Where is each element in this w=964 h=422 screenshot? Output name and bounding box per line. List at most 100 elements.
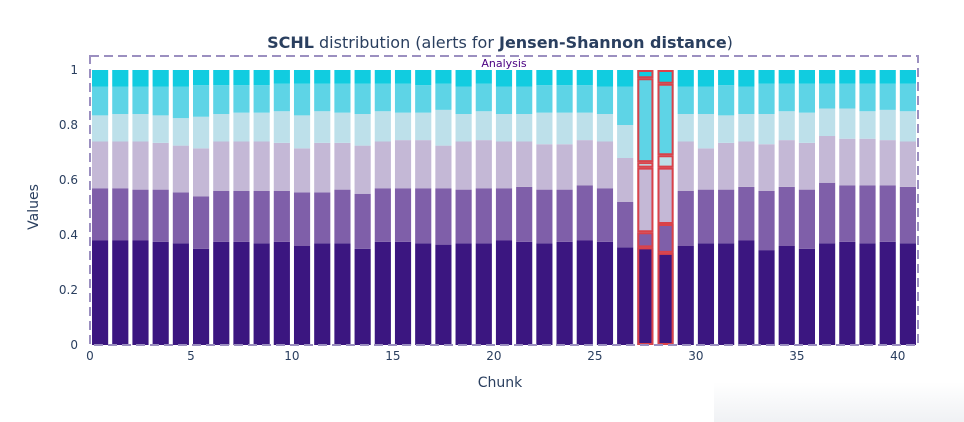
y-axis-title: Values xyxy=(26,184,42,230)
bar-chunk-14-s2 xyxy=(374,188,391,242)
bar-chunk-26-s4 xyxy=(617,125,634,158)
bar-chunk-12-s5 xyxy=(334,83,351,113)
bar-chunk-21-s5 xyxy=(516,86,533,114)
bar-chunk-28-s5 xyxy=(657,83,674,156)
bar-chunk-3-s2 xyxy=(152,189,169,242)
bar-chunk-31-s5 xyxy=(718,85,735,116)
alert-outline-chunk-28-s1 xyxy=(657,252,674,345)
bar-chunk-23-s1 xyxy=(556,241,573,345)
bar-chunk-26-s5 xyxy=(617,86,634,125)
bar-chunk-14-s1 xyxy=(374,241,391,345)
bar-chunk-16-s3 xyxy=(415,140,432,189)
bar-chunk-39-s6 xyxy=(879,70,896,84)
bar-chunk-11-s5 xyxy=(314,83,331,112)
bar-chunk-9-s6 xyxy=(273,70,290,84)
bar-chunk-20-s3 xyxy=(495,141,513,189)
chart-title: SCHL distribution (alerts for Jensen-Sha… xyxy=(267,33,733,52)
bar-chunk-27-s5 xyxy=(637,78,654,163)
bar-chunk-18-s5 xyxy=(455,86,472,114)
bar-chunk-2-s6 xyxy=(132,70,149,87)
bar-chunk-6-s4 xyxy=(213,114,230,142)
bar-chunk-35-s2 xyxy=(798,189,816,249)
bar-chunk-18-s6 xyxy=(455,70,472,87)
bar-chunk-19-s2 xyxy=(475,188,492,244)
y-tick-label: 1 xyxy=(70,63,78,77)
bar-chunk-25-s4 xyxy=(596,114,614,142)
bar-chunk-38-s1 xyxy=(859,243,876,345)
bar-chunk-20-s2 xyxy=(495,188,513,241)
bar-chunk-33-s4 xyxy=(758,114,775,145)
bar-chunk-26-s3 xyxy=(617,158,634,202)
bar-chunk-4-s2 xyxy=(172,192,189,244)
bar-chunk-32-s5 xyxy=(738,86,755,114)
bar-chunk-36-s2 xyxy=(819,182,836,244)
bar-chunk-32-s6 xyxy=(738,70,755,87)
x-tick-label: 5 xyxy=(187,349,195,363)
bar-chunk-32-s1 xyxy=(738,240,755,345)
bar-chunk-34-s3 xyxy=(778,140,795,187)
bar-chunk-7-s5 xyxy=(233,85,250,113)
bar-chunk-27-s2 xyxy=(637,232,654,248)
bar-chunk-38-s5 xyxy=(859,83,876,112)
bar-chunk-39-s3 xyxy=(879,140,896,186)
bar-chunk-12-s4 xyxy=(334,112,351,143)
bar-chunk-27-s6 xyxy=(637,70,654,79)
bar-chunk-40-s3 xyxy=(899,141,916,187)
bar-chunk-35-s4 xyxy=(798,112,816,143)
bar-chunk-21-s1 xyxy=(516,241,533,345)
bar-chunk-29-s4 xyxy=(677,114,694,142)
x-axis-ticks: 0 5 10 15 20 25 30 35 40 xyxy=(86,349,905,363)
bar-chunk-9-s3 xyxy=(273,142,290,191)
bar-chunk-7-s1 xyxy=(233,241,250,345)
y-tick-label: 0.6 xyxy=(59,173,78,187)
x-tick-label: 20 xyxy=(486,349,501,363)
bar-chunk-25-s1 xyxy=(596,241,614,345)
bar-chunk-22-s1 xyxy=(536,243,553,345)
alert-highlights xyxy=(637,70,674,345)
bar-chunk-21-s4 xyxy=(516,114,533,142)
bar-chunk-28-s1 xyxy=(657,252,674,345)
bar-chunk-28-s2 xyxy=(657,224,674,253)
bar-chunk-5-s2 xyxy=(192,196,210,249)
bar-chunk-37-s5 xyxy=(839,83,856,109)
bar-chunk-12-s1 xyxy=(334,243,351,345)
x-tick-label: 10 xyxy=(284,349,299,363)
bar-chunk-10-s5 xyxy=(293,83,311,116)
bar-chunk-26-s6 xyxy=(617,70,634,87)
bar-chunk-34-s1 xyxy=(778,246,795,345)
bar-chunk-34-s4 xyxy=(778,111,795,141)
bar-chunk-2-s5 xyxy=(132,86,149,114)
bar-chunk-12-s3 xyxy=(334,142,351,190)
x-axis-title: Chunk xyxy=(478,375,523,391)
title-mid: distribution (alerts for xyxy=(314,33,499,52)
bar-chunk-2-s4 xyxy=(132,114,149,142)
bar-chunk-30-s4 xyxy=(697,114,715,149)
bar-chunk-35-s6 xyxy=(798,70,816,84)
bar-chunk-6-s1 xyxy=(213,241,230,345)
bar-chunk-23-s5 xyxy=(556,85,573,113)
title-end: ) xyxy=(727,33,733,52)
bar-chunk-30-s2 xyxy=(697,189,715,244)
bar-chunk-0-s4 xyxy=(92,115,109,142)
bar-chunk-8-s2 xyxy=(253,191,270,244)
bar-chunk-16-s2 xyxy=(415,188,432,244)
bar-chunk-33-s1 xyxy=(758,250,775,345)
bar-chunk-5-s6 xyxy=(192,70,210,86)
bar-chunk-18-s2 xyxy=(455,189,472,244)
bar-chunk-23-s4 xyxy=(556,112,573,145)
title-bold-1: SCHL xyxy=(267,33,314,52)
alert-outline-chunk-27-s4 xyxy=(637,162,654,168)
x-tick-label: 35 xyxy=(789,349,804,363)
bar-chunk-14-s4 xyxy=(374,111,391,142)
bar-chunk-34-s2 xyxy=(778,186,795,246)
bar-chunk-24-s6 xyxy=(576,70,593,86)
bar-chunk-6-s5 xyxy=(213,85,230,114)
bar-chunk-35-s5 xyxy=(798,83,816,113)
bar-chunk-27-s1 xyxy=(637,247,654,345)
bar-chunk-40-s2 xyxy=(899,186,916,244)
bar-chunk-7-s6 xyxy=(233,70,250,86)
alert-outline-chunk-27-s2 xyxy=(637,232,654,248)
bar-chunk-17-s4 xyxy=(435,109,452,146)
bar-chunk-36-s5 xyxy=(819,83,836,109)
bar-chunk-7-s2 xyxy=(233,191,250,242)
